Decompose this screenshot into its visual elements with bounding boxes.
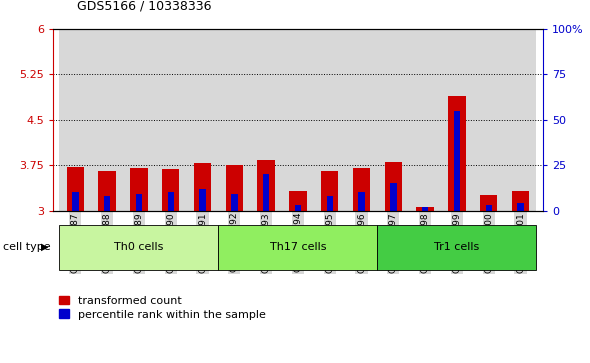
Bar	[168, 192, 174, 211]
Bar	[162, 170, 179, 211]
Legend: transformed count, percentile rank within the sample: transformed count, percentile rank withi…	[58, 296, 266, 319]
Bar	[422, 207, 428, 211]
Bar	[67, 167, 84, 211]
Bar	[60, 29, 91, 211]
Bar	[417, 207, 434, 211]
Bar	[91, 29, 123, 211]
Bar	[225, 164, 243, 211]
Text: Th0 cells: Th0 cells	[114, 242, 163, 252]
Bar	[155, 29, 186, 211]
Bar	[289, 191, 307, 211]
Bar	[186, 29, 218, 211]
FancyBboxPatch shape	[218, 225, 378, 270]
Bar	[346, 29, 378, 211]
Bar	[104, 196, 110, 211]
Bar	[72, 192, 78, 211]
Bar	[378, 29, 409, 211]
Bar	[136, 194, 142, 211]
Bar	[282, 29, 314, 211]
Bar	[257, 160, 275, 211]
Bar	[385, 162, 402, 211]
Bar	[199, 189, 206, 211]
Bar	[295, 205, 301, 211]
Bar	[448, 95, 466, 211]
Bar	[390, 183, 396, 211]
Bar	[314, 29, 346, 211]
Bar	[327, 196, 333, 211]
FancyBboxPatch shape	[60, 225, 218, 270]
Bar	[486, 205, 492, 211]
Text: GDS5166 / 10338336: GDS5166 / 10338336	[77, 0, 211, 13]
Bar	[194, 163, 211, 211]
Bar	[504, 29, 536, 211]
Bar	[99, 171, 116, 211]
Text: ▶: ▶	[41, 242, 48, 252]
Bar	[231, 194, 238, 211]
Text: Tr1 cells: Tr1 cells	[434, 242, 480, 252]
Text: Th17 cells: Th17 cells	[270, 242, 326, 252]
Bar	[454, 111, 460, 211]
Bar	[517, 203, 524, 211]
Bar	[353, 168, 371, 211]
Bar	[480, 195, 497, 211]
Bar	[218, 29, 250, 211]
FancyBboxPatch shape	[378, 225, 536, 270]
Bar	[441, 29, 473, 211]
Bar	[123, 29, 155, 211]
Bar	[473, 29, 504, 211]
Bar	[263, 174, 269, 211]
Bar	[321, 171, 339, 211]
Bar	[512, 191, 529, 211]
Bar	[409, 29, 441, 211]
Bar	[130, 168, 148, 211]
Bar	[358, 192, 365, 211]
Bar	[250, 29, 282, 211]
Text: cell type: cell type	[3, 242, 51, 252]
